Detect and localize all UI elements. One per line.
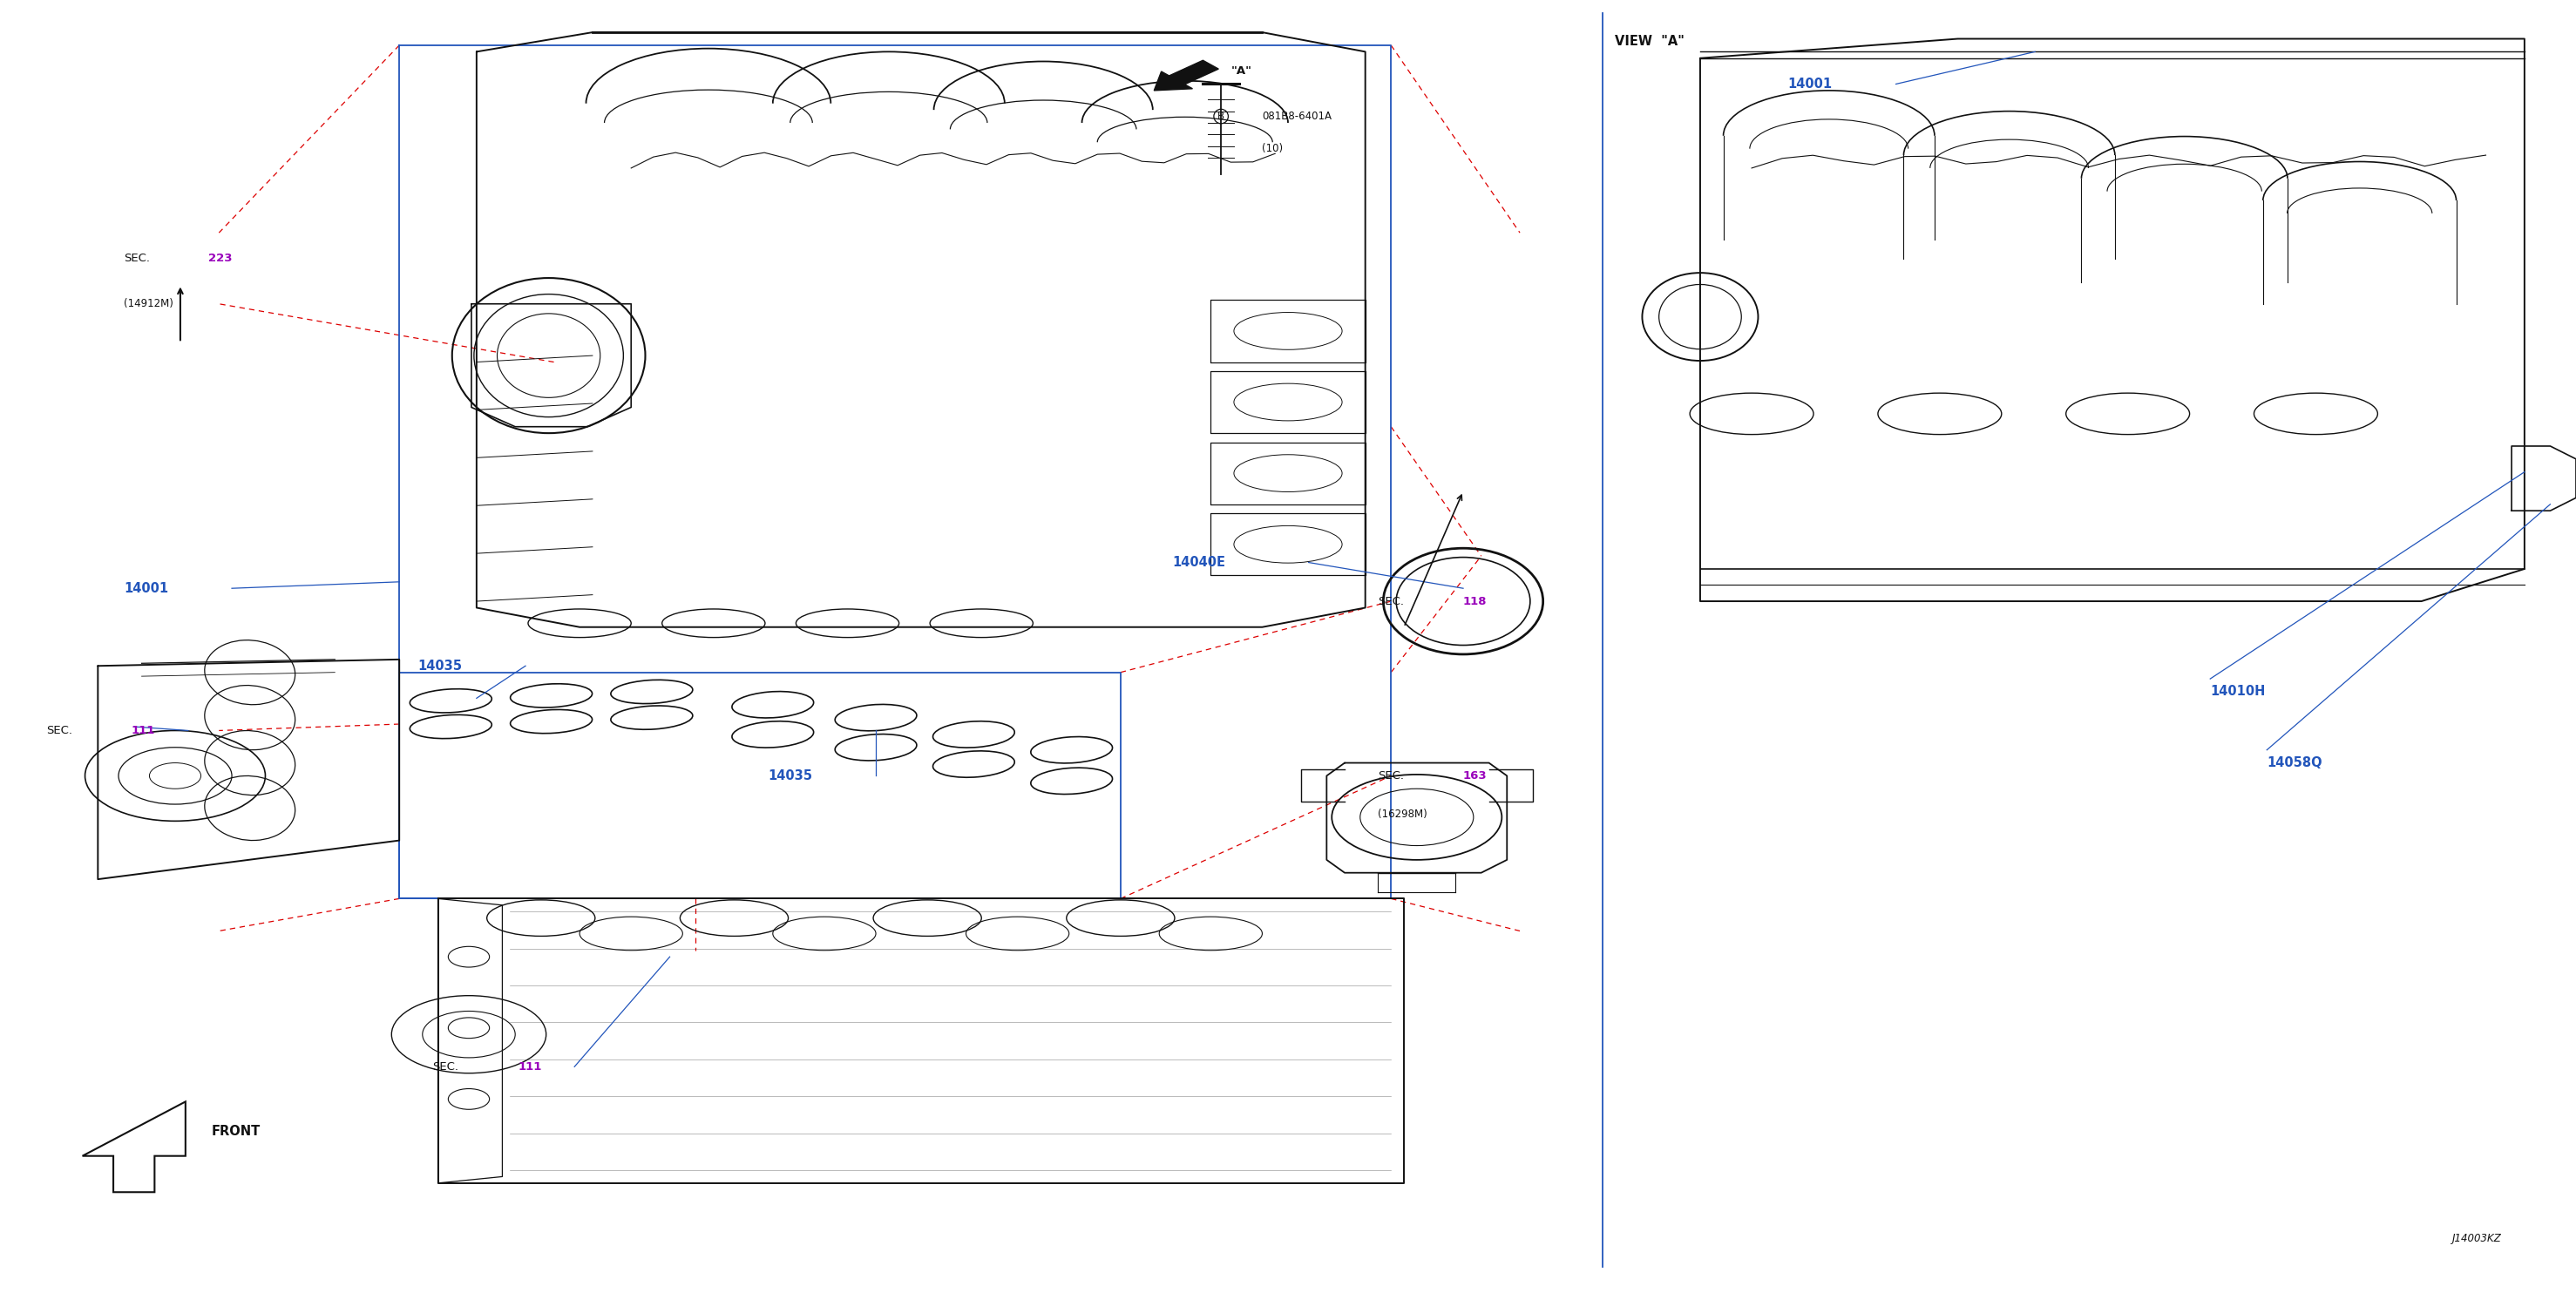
Text: (14912M): (14912M) — [124, 299, 173, 309]
Text: 163: 163 — [1463, 771, 1486, 781]
Text: 14001: 14001 — [1788, 78, 1832, 91]
Text: SEC.: SEC. — [46, 725, 72, 736]
Text: 081B8-6401A: 081B8-6401A — [1262, 111, 1332, 122]
Text: J14003KZ: J14003KZ — [2452, 1234, 2501, 1244]
FancyArrow shape — [1154, 61, 1218, 91]
Text: SEC.: SEC. — [124, 253, 149, 264]
Text: "A": "A" — [1231, 66, 1252, 76]
Text: (10): (10) — [1262, 144, 1283, 154]
Text: SEC.: SEC. — [433, 1062, 459, 1072]
Text: 14058Q: 14058Q — [2267, 756, 2324, 769]
Text: 223: 223 — [209, 253, 232, 264]
Text: SEC.: SEC. — [1378, 596, 1404, 606]
Text: SEC.: SEC. — [1378, 771, 1404, 781]
Text: FRONT: FRONT — [211, 1125, 260, 1138]
Text: VIEW  "A": VIEW "A" — [1615, 35, 1685, 48]
Text: 111: 111 — [131, 725, 155, 736]
Text: 14040E: 14040E — [1172, 556, 1226, 569]
Text: 111: 111 — [518, 1062, 541, 1072]
Text: (16298M): (16298M) — [1378, 809, 1427, 820]
Text: 14010H: 14010H — [2210, 685, 2264, 698]
Text: 14035: 14035 — [417, 659, 461, 672]
Text: B: B — [1218, 111, 1224, 122]
Text: 14001: 14001 — [124, 582, 167, 595]
Text: 118: 118 — [1463, 596, 1486, 606]
Text: 14035: 14035 — [768, 769, 811, 782]
